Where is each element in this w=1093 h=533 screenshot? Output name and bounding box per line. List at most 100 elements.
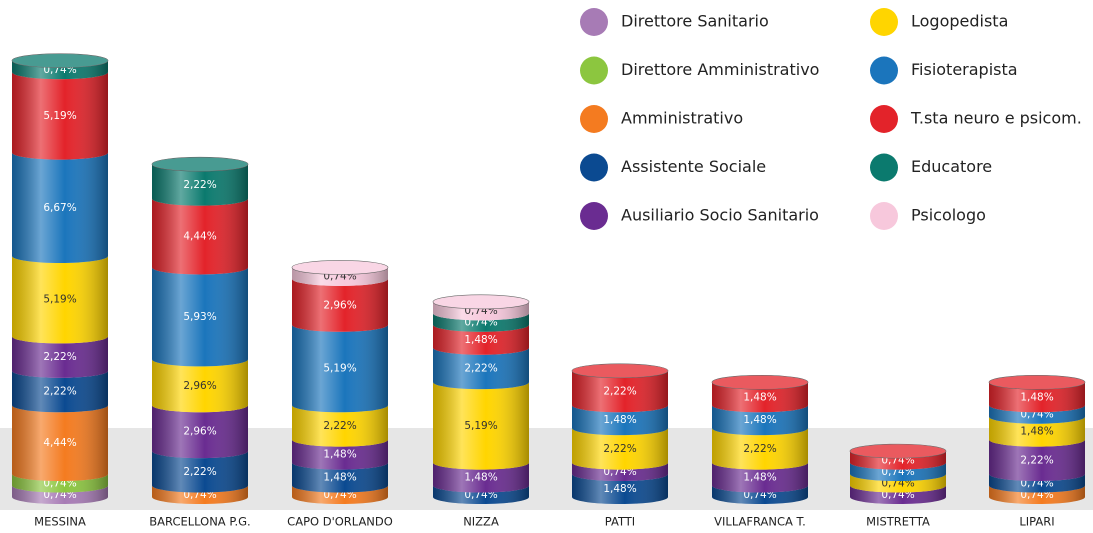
segment-shade — [850, 451, 946, 470]
segment-label: 1,48% — [464, 334, 497, 346]
segment-shade — [12, 60, 108, 80]
cylinder-top-shine — [572, 363, 668, 378]
segment-shade — [292, 485, 388, 504]
segment-shade — [572, 428, 668, 470]
segment-label: 1,48% — [464, 472, 497, 484]
x-tick-label: NIZZA — [463, 515, 499, 529]
x-tick-label: MISTRETTA — [866, 515, 930, 529]
legend-label: Direttore Sanitario — [621, 12, 769, 31]
segment-shade — [850, 462, 946, 482]
legend-swatch — [580, 56, 608, 85]
x-tick-label: PATTI — [605, 515, 635, 529]
segment-label: 2,22% — [43, 386, 76, 398]
segment-shade — [12, 370, 108, 413]
cylinder-top-shine — [433, 294, 529, 309]
segment-label: 2,22% — [183, 466, 216, 478]
segment-label: 1,48% — [603, 414, 636, 426]
segment-shade — [989, 439, 1085, 482]
cylinder-top-shine — [12, 53, 108, 68]
segment-shade — [433, 485, 529, 504]
segment-shade — [850, 474, 946, 493]
segment-shade — [292, 278, 388, 332]
segment-shade — [712, 485, 808, 504]
segment-label: 5,19% — [43, 294, 76, 306]
legend-swatch — [870, 56, 898, 85]
segment-label: 2,22% — [1020, 454, 1053, 466]
segment-label: 4,44% — [43, 437, 76, 449]
segment-label: 2,22% — [603, 443, 636, 455]
segment-shade — [152, 267, 248, 367]
segment-shade — [292, 462, 388, 493]
cylinder-top — [571, 363, 669, 379]
x-tick-label: VILLAFRANCA T. — [714, 515, 806, 529]
cylinder-top-shine — [152, 157, 248, 172]
segment-shade — [433, 324, 529, 355]
segment-shade — [572, 405, 668, 436]
segment-shade — [572, 370, 668, 413]
segment-shade — [712, 428, 808, 470]
legend-swatch — [580, 202, 608, 230]
legend-swatch — [580, 8, 608, 36]
cylinder-top-shine — [712, 375, 808, 390]
segment-shade — [572, 474, 668, 504]
x-tick-label: CAPO D'ORLANDO — [287, 515, 393, 529]
segment-label: 2,22% — [323, 420, 356, 432]
segment-label: 2,96% — [323, 299, 356, 311]
legend-label: Psicologo — [911, 206, 986, 225]
segment-label: 1,48% — [743, 414, 776, 426]
segment-shade — [989, 416, 1085, 447]
segment-label: 6,67% — [43, 202, 76, 214]
segment-shade — [989, 405, 1085, 424]
segment-shade — [433, 313, 529, 332]
segment-shade — [152, 405, 248, 459]
segment-label: 2,22% — [43, 351, 76, 363]
segment-label: 2,96% — [183, 380, 216, 392]
segment-label: 1,48% — [1020, 426, 1053, 438]
legend-swatch — [580, 153, 608, 182]
legend-swatch — [870, 202, 898, 230]
cylinder-top-shine — [850, 444, 946, 459]
segment-shade — [152, 485, 248, 504]
segment-label: 2,22% — [743, 443, 776, 455]
segment-label: 2,96% — [183, 426, 216, 438]
segment-shade — [712, 462, 808, 493]
legend-label: T.sta neuro e psicom. — [910, 109, 1082, 128]
segment-label: 5,93% — [183, 311, 216, 323]
segment-shade — [292, 324, 388, 413]
cylinder-top-shine — [989, 375, 1085, 390]
cylinder-top — [432, 294, 530, 310]
segment-label: 5,19% — [464, 420, 497, 432]
legend-label: Assistente Sociale — [621, 157, 766, 176]
segment-label: 2,22% — [603, 386, 636, 398]
segment-label: 2,22% — [183, 179, 216, 191]
x-tick-label: LIPARI — [1019, 515, 1054, 529]
legend-swatch — [580, 105, 608, 133]
segment-shade — [292, 267, 388, 286]
legend-swatch — [870, 105, 898, 133]
segment-shade — [12, 405, 108, 482]
segment-label: 1,48% — [743, 391, 776, 403]
segment-shade — [12, 72, 108, 160]
segment-label: 1,48% — [323, 472, 356, 484]
x-tick-label: BARCELLONA P.G. — [149, 515, 250, 529]
segment-shade — [12, 152, 108, 263]
segment-shade — [712, 382, 808, 413]
segment-label: 2,22% — [464, 362, 497, 374]
cylinder-top-shine — [292, 260, 388, 275]
segment-shade — [12, 336, 108, 378]
segment-shade — [433, 301, 529, 321]
segment-shade — [152, 359, 248, 413]
segment-shade — [712, 405, 808, 436]
segment-shade — [989, 382, 1085, 413]
segment-shade — [989, 474, 1085, 493]
segment-shade — [12, 474, 108, 493]
segment-label: 1,48% — [743, 472, 776, 484]
segment-label: 5,19% — [43, 110, 76, 122]
legend-swatch — [870, 153, 898, 182]
cylinder-top — [11, 53, 109, 68]
legend-label: Ausiliario Socio Sanitario — [621, 206, 819, 225]
segment-shade — [12, 255, 108, 344]
x-tick-label: MESSINA — [34, 515, 86, 529]
cylinder-top — [711, 374, 809, 390]
